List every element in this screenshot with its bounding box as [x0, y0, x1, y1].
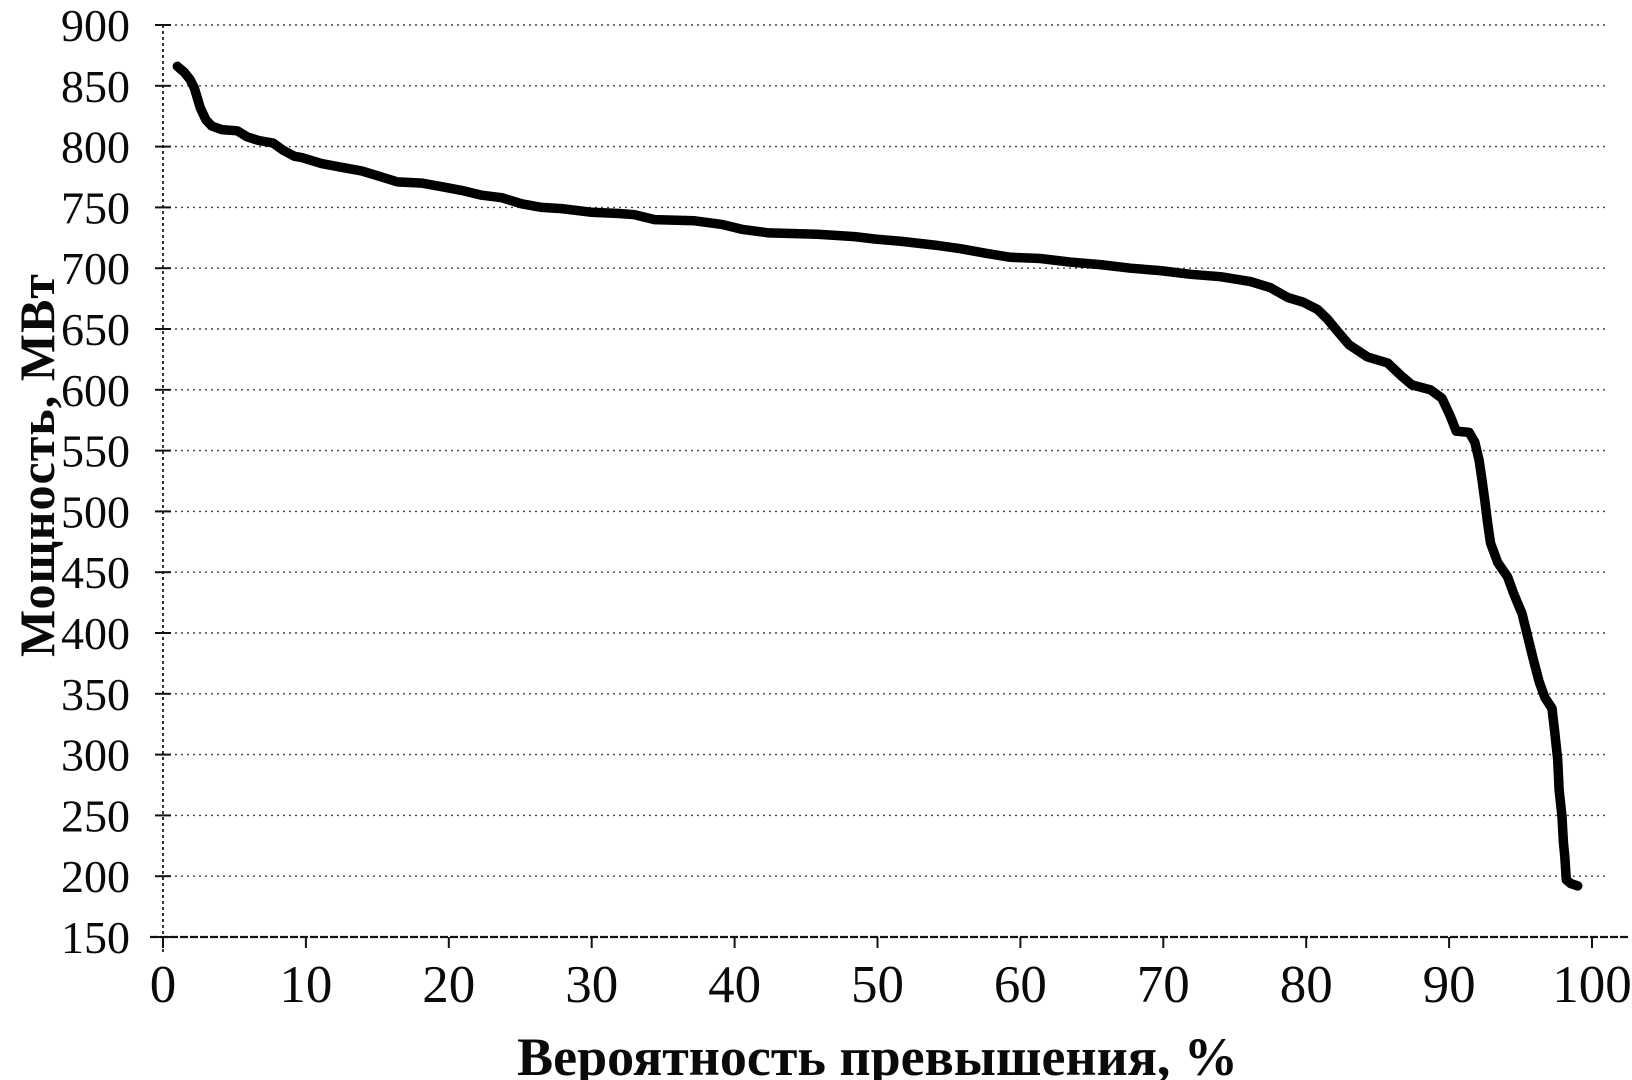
y-tick-label: 800 [61, 122, 130, 173]
y-tick-label: 850 [61, 61, 130, 112]
y-axis-title: Мощность, МВт [9, 273, 65, 657]
y-tick-label: 500 [61, 486, 130, 537]
power-duration-curve [172, 61, 1583, 891]
y-tick-label: 750 [61, 182, 130, 233]
y-tick-label: 200 [61, 851, 130, 902]
x-tick-label: 40 [708, 956, 761, 1014]
x-tick-label: 100 [1552, 956, 1632, 1014]
x-tick-label: 50 [851, 956, 904, 1014]
x-tick-label: 70 [1137, 956, 1190, 1014]
y-tick-label: 300 [61, 730, 130, 781]
y-tick-label: 700 [61, 243, 130, 294]
y-tick-label: 600 [61, 365, 130, 416]
y-tick-label: 400 [61, 608, 130, 659]
x-tick-label: 0 [150, 956, 177, 1014]
x-tick-label: 10 [279, 956, 332, 1014]
x-tick-label: 30 [565, 956, 618, 1014]
y-tick-label: 550 [61, 426, 130, 477]
y-tick-label: 350 [61, 669, 130, 720]
x-tick-label: 90 [1423, 956, 1476, 1014]
y-tick-label: 150 [61, 912, 130, 963]
y-tick-label: 650 [61, 304, 130, 355]
y-tick-label: 450 [61, 547, 130, 598]
x-tick-label: 60 [994, 956, 1047, 1014]
x-tick-label: 20 [422, 956, 475, 1014]
y-tick-label: 250 [61, 790, 130, 841]
x-axis-title: Вероятность превышения, % [517, 1027, 1238, 1080]
y-tick-label: 900 [61, 0, 130, 51]
x-tick-label: 80 [1280, 956, 1333, 1014]
